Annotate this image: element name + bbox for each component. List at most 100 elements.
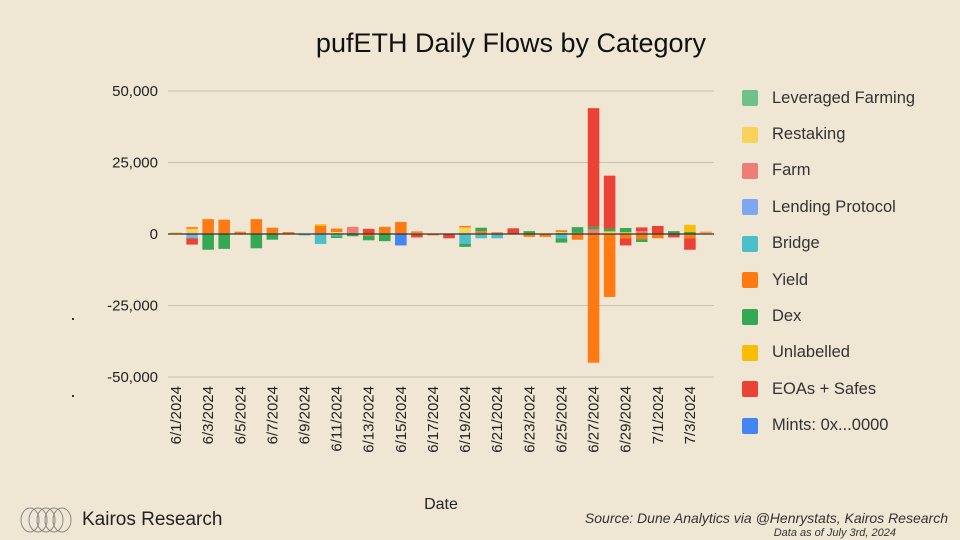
bar-segment [330, 231, 343, 234]
bar-segment [635, 239, 648, 243]
bar-segment [684, 231, 696, 234]
bar-segment [362, 228, 375, 234]
bar-segment [635, 227, 648, 232]
bar-segment [475, 231, 487, 234]
bar-segment [234, 231, 247, 234]
y-tick-label: 25,000 [112, 155, 158, 172]
legend-label: Farm [772, 161, 811, 180]
bar-segment [186, 227, 198, 229]
bar-segment [459, 227, 471, 234]
x-tick-label: 6/3/2024 [200, 386, 217, 444]
x-tick-label: 6/21/2024 [489, 386, 506, 453]
bar-segment [202, 234, 214, 250]
bar-segment [314, 225, 327, 234]
x-tick-label: 6/15/2024 [393, 386, 410, 453]
bar-segment [603, 228, 616, 232]
legend-label: Unlabelled [772, 343, 850, 362]
bar-segment [362, 236, 375, 241]
x-tick-label: 6/25/2024 [553, 386, 570, 453]
bar-segment [170, 231, 182, 234]
bar-segment [603, 175, 616, 229]
bar-segment [603, 231, 616, 234]
bar-segment [684, 224, 696, 232]
legend-swatch [742, 272, 758, 289]
x-tick-label: 6/17/2024 [425, 386, 442, 453]
legend-item: Yield [742, 262, 915, 298]
bar-segment [603, 234, 616, 297]
legend-swatch [742, 90, 758, 107]
bar-segment [475, 227, 487, 232]
legend-item: Mints: 0x...0000 [742, 408, 915, 444]
legend-swatch [742, 417, 758, 434]
legend-swatch [742, 126, 758, 143]
bar-segment [379, 234, 391, 242]
x-tick-label: 6/5/2024 [232, 386, 249, 444]
bar-segment [218, 234, 230, 249]
bar-segment [459, 234, 471, 245]
bar-segment [314, 234, 327, 245]
legend-item: Leveraged Farming [742, 80, 915, 116]
bar-segment [587, 108, 600, 227]
legend-label: EOAs + Safes [772, 379, 877, 398]
bar-segment [587, 226, 600, 230]
bar-segment [186, 228, 198, 234]
bar-segment [555, 238, 568, 243]
bar-segment [523, 231, 536, 234]
legend-item: Farm [742, 153, 915, 189]
x-tick-label: 6/13/2024 [361, 386, 378, 453]
stray-dot [72, 395, 74, 397]
y-tick-label: -25,000 [107, 298, 158, 315]
bar-segment [523, 234, 536, 237]
bar-segment [652, 234, 664, 239]
bar-segment [507, 228, 520, 234]
bar-segment [555, 230, 568, 232]
bar-segment [362, 234, 375, 237]
bar-segment [635, 234, 648, 240]
bar-segment [684, 234, 696, 239]
x-tick-label: 6/7/2024 [264, 386, 281, 444]
legend-swatch [742, 344, 758, 361]
x-tick-label: 7/1/2024 [650, 386, 667, 444]
bar-segment [202, 219, 214, 234]
legend-swatch [742, 199, 758, 216]
x-tick-label: 6/11/2024 [329, 386, 346, 452]
bar-segment [555, 231, 568, 233]
bar-segment [571, 227, 584, 233]
bar-segment [186, 234, 198, 237]
bar-segment [298, 234, 311, 236]
bar-segment [555, 234, 568, 239]
brand: Kairos Research [18, 506, 222, 534]
bar-segment [330, 236, 343, 239]
bar-segment [475, 234, 487, 239]
bar-segment [491, 234, 503, 239]
bar-segment [427, 234, 439, 236]
legend-item: EOAs + Safes [742, 371, 915, 407]
bar-segment [346, 234, 359, 237]
bar-segment [459, 244, 471, 247]
y-tick-label: 0 [150, 226, 158, 243]
bar-segment [379, 226, 391, 234]
bar-segment [266, 234, 279, 240]
bar-segment [668, 234, 680, 238]
legend-label: Yield [772, 270, 809, 289]
x-tick-label: 6/19/2024 [457, 386, 474, 453]
bar-segment [619, 232, 632, 234]
chart-title: pufETH Daily Flows by Category [315, 28, 707, 58]
x-tick-labels: 6/1/2024 6/3/2024 6/5/2024 6/7/2024 6/9/2024… [168, 386, 699, 453]
bar-segment [539, 234, 552, 237]
bar-segment [330, 234, 343, 237]
bar-segment [619, 227, 632, 233]
legend-item: Dex [742, 298, 915, 334]
bar-segment [668, 231, 680, 234]
legend-swatch [742, 381, 758, 398]
bar-segment [266, 227, 279, 234]
legend-label: Restaking [772, 125, 846, 144]
y-tick-labels: 50,000 25,000 0 -25,000 -50,000 [107, 83, 158, 386]
legend-item: Lending Protocol [742, 189, 915, 225]
bar-segment [619, 234, 632, 239]
bar-segment [411, 231, 423, 233]
legend-label: Leveraged Farming [772, 88, 916, 107]
x-tick-label: 6/9/2024 [297, 386, 314, 444]
bar-segment [635, 231, 648, 234]
